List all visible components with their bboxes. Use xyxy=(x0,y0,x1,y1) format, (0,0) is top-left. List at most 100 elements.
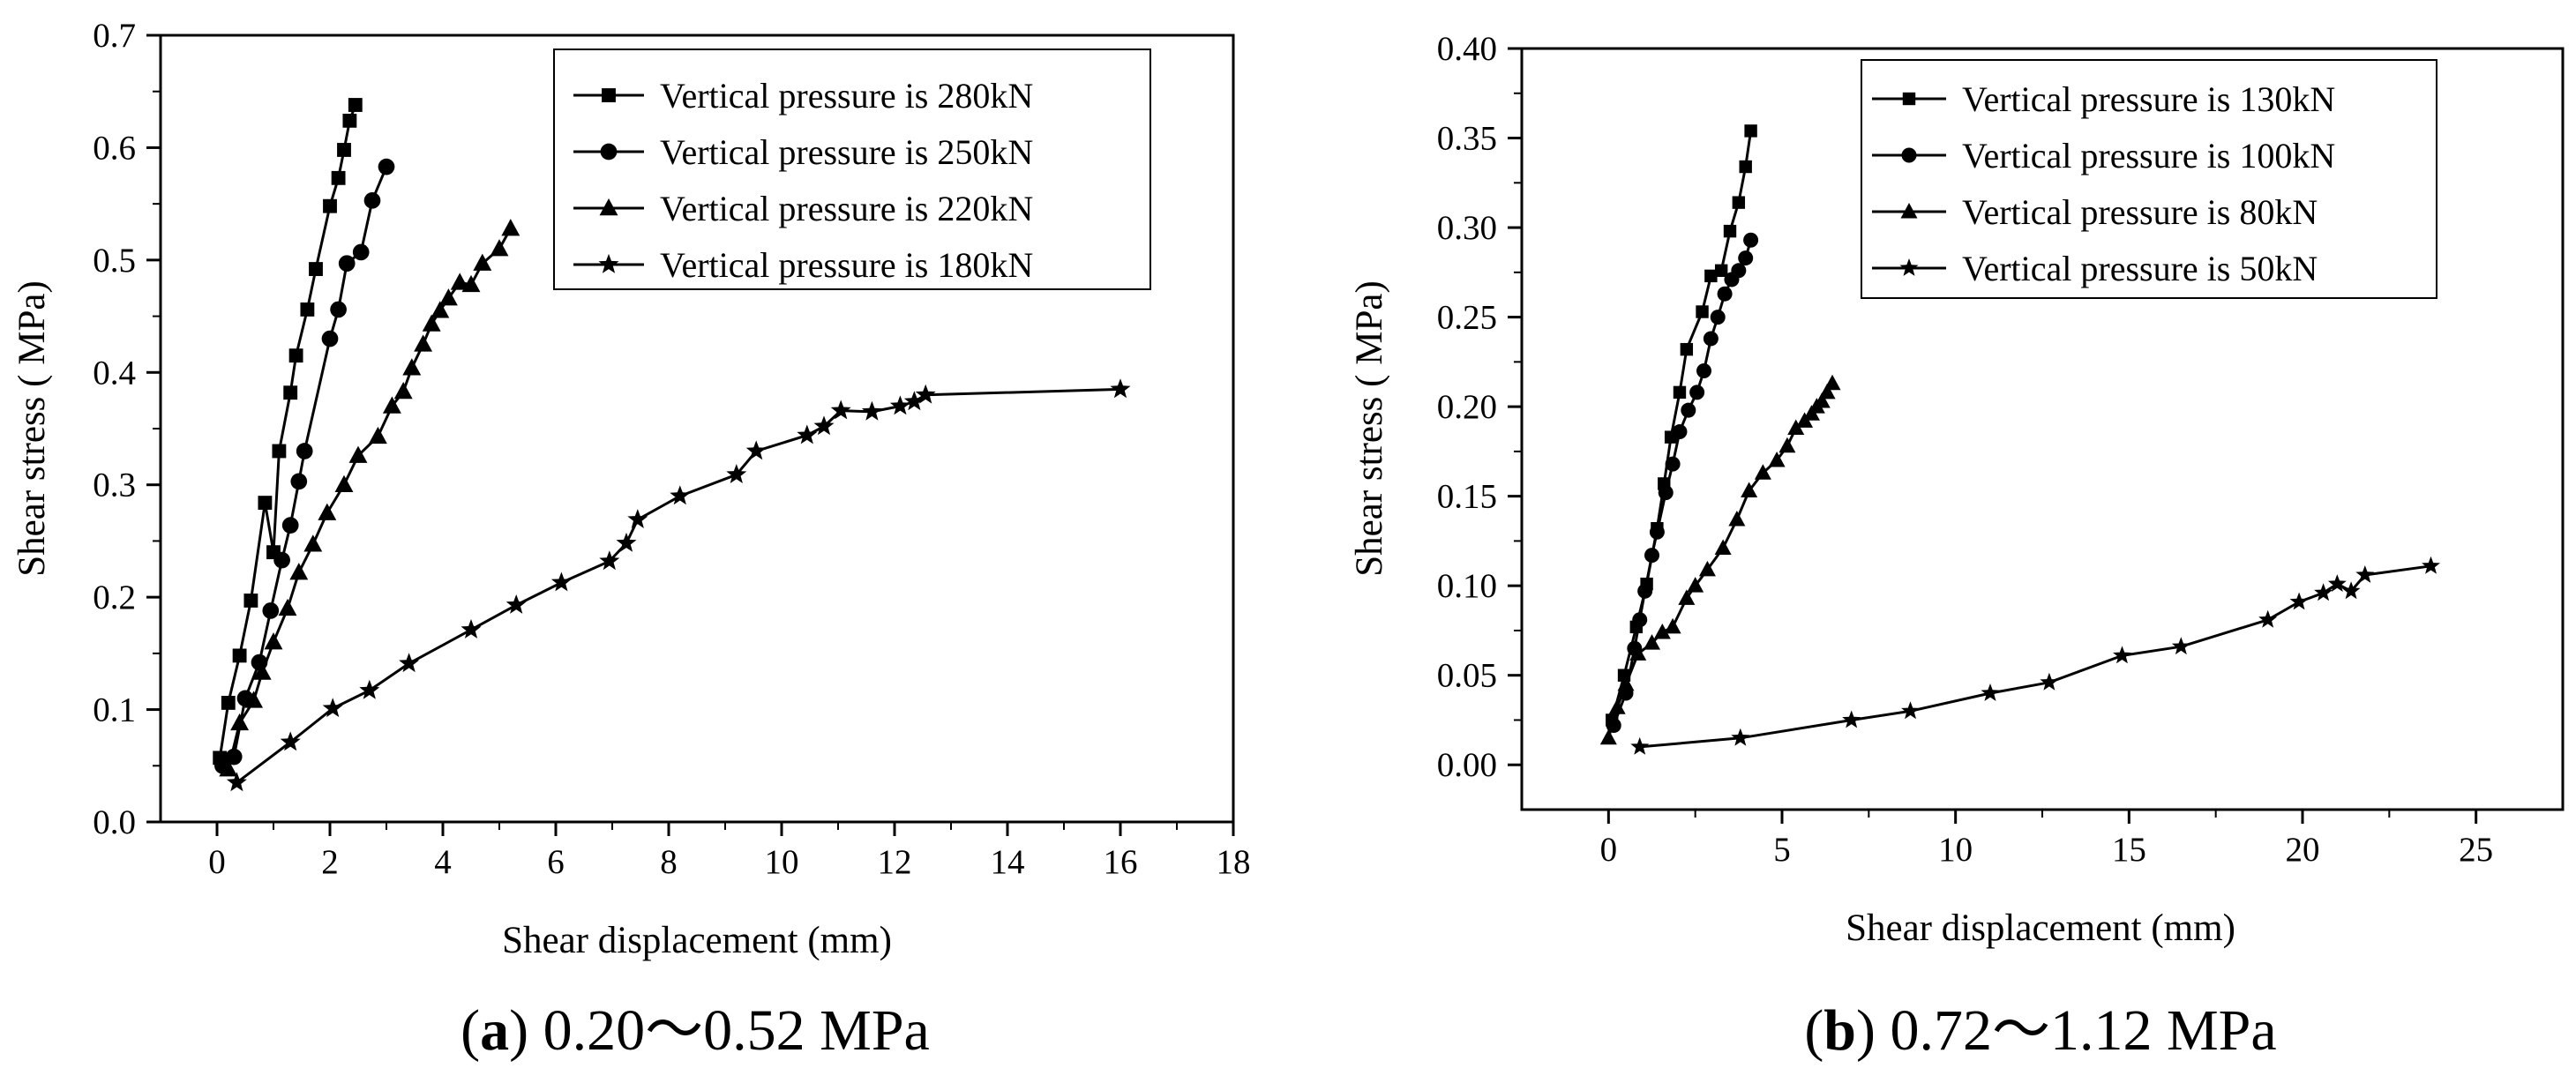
data-point-square xyxy=(309,262,323,276)
data-point-circle xyxy=(378,158,395,176)
data-point-circle xyxy=(1717,286,1733,302)
data-point-triangle xyxy=(473,253,492,271)
data-point-star xyxy=(1901,701,1920,720)
y-axis-title-a: Shear stress ( MPa) xyxy=(11,280,53,577)
data-point-square xyxy=(283,385,298,400)
data-point-triangle xyxy=(348,445,368,463)
data-point-star xyxy=(1110,378,1131,399)
data-point-square xyxy=(1704,269,1718,283)
chart-panel-a: 0 2 4 6 8 10 12 14 16 180.00.10.20.30.40.50.60.7 … xyxy=(11,17,1251,1063)
data-point-triangle xyxy=(1644,634,1660,650)
data-point-circle xyxy=(330,301,347,318)
data-point-triangle xyxy=(1823,374,1841,391)
data-point-triangle xyxy=(1778,437,1796,453)
legend-marker-circle xyxy=(1901,147,1917,163)
legend-marker-circle xyxy=(600,143,618,161)
data-point-triangle xyxy=(1768,452,1786,467)
data-point-circle xyxy=(296,443,313,459)
y-axis-title-b: Shear stress ( MPa) xyxy=(1349,280,1390,577)
y-tick-label: 0.35 xyxy=(1437,120,1497,158)
legend-label: Vertical pressure is 100kN xyxy=(1962,136,2335,176)
data-point-star xyxy=(2327,574,2347,592)
x-tick-label: 25 xyxy=(2459,831,2493,869)
data-point-triangle xyxy=(450,273,469,290)
x-tick-label: 16 xyxy=(1104,843,1138,881)
x-tick-label: 0 xyxy=(208,843,226,881)
data-point-star xyxy=(359,679,380,699)
data-point-circle xyxy=(1658,485,1674,501)
legend-marker-square xyxy=(602,88,616,102)
data-point-circle xyxy=(1738,250,1754,266)
data-point-circle xyxy=(1649,524,1665,540)
legend-b: Vertical pressure is 130kN Vertical press… xyxy=(1861,59,2437,299)
data-point-triangle xyxy=(1617,675,1635,691)
data-point-triangle xyxy=(289,563,309,580)
data-point-star xyxy=(505,594,527,614)
data-point-triangle xyxy=(1818,383,1836,400)
data-point-triangle xyxy=(303,534,323,552)
data-point-circle xyxy=(1672,424,1688,440)
data-point-triangle xyxy=(1687,577,1704,593)
legend-label: Vertical pressure is 250kN xyxy=(660,132,1033,172)
data-point-star xyxy=(1981,683,2000,701)
data-point-circle xyxy=(1681,402,1696,418)
data-point-star xyxy=(599,550,620,571)
caption-b-text: 0.72～1.12 MPa xyxy=(1891,998,2277,1063)
legend-marker-square xyxy=(1902,92,1916,106)
x-axis-title-b: Shear displacement (mm) xyxy=(1846,907,2235,949)
data-point-star xyxy=(616,532,637,552)
data-point-triangle xyxy=(1629,645,1647,661)
data-point-circle xyxy=(1637,583,1653,599)
data-point-star xyxy=(813,415,835,436)
data-point-circle xyxy=(1743,232,1759,248)
data-point-square xyxy=(348,98,363,112)
legend-label: Vertical pressure is 220kN xyxy=(660,189,1033,228)
data-point-triangle xyxy=(1741,482,1758,498)
data-point-star xyxy=(2258,609,2278,628)
data-point-circle xyxy=(363,191,381,209)
data-point-star xyxy=(280,731,301,751)
data-point-square xyxy=(323,198,337,213)
data-point-star xyxy=(903,391,925,411)
x-tick-label: 5 xyxy=(1773,831,1791,869)
y-tick-label: 0.00 xyxy=(1437,746,1497,784)
y-tick-label: 0.40 xyxy=(1437,30,1497,68)
legend-marker-star xyxy=(598,253,619,273)
data-point-star xyxy=(2289,592,2309,610)
data-point-triangle xyxy=(1714,539,1732,556)
data-point-triangle xyxy=(402,358,422,376)
legend-label: Vertical pressure is 280kN xyxy=(660,76,1033,116)
caption-a-text: 0.20～0.52 MPa xyxy=(543,998,930,1063)
x-tick-label: 8 xyxy=(660,843,678,881)
data-point-circle xyxy=(1644,548,1659,564)
y-tick-label: 0.6 xyxy=(93,129,136,167)
data-point-circle xyxy=(352,243,370,261)
data-point-square xyxy=(1732,196,1746,209)
data-point-triangle xyxy=(1698,560,1716,577)
y-tick-label: 0.05 xyxy=(1437,657,1497,695)
data-point-triangle xyxy=(438,288,458,306)
x-tick-label: 12 xyxy=(878,843,912,881)
data-point-triangle xyxy=(368,426,387,444)
data-point-square xyxy=(221,696,236,710)
data-point-triangle xyxy=(1787,419,1805,435)
legend-marker-triangle xyxy=(599,198,618,216)
data-point-square xyxy=(1680,342,1694,356)
data-point-triangle xyxy=(1813,392,1831,408)
data-point-star xyxy=(2314,583,2333,601)
data-point-square xyxy=(1714,264,1728,277)
x-tick-label: 10 xyxy=(1938,831,1973,869)
data-point-circle xyxy=(338,255,356,273)
data-point-triangle xyxy=(244,691,264,708)
chart-panel-b: 0 5 10 15 20 25 0.00 0.05 0.10 0.15 0.20 0.25 0.30 0.… xyxy=(1349,30,2565,1063)
data-point-star xyxy=(2113,646,2131,664)
data-point-star xyxy=(797,424,818,444)
x-tick-label: 14 xyxy=(991,843,1025,881)
series-line-triangle xyxy=(1606,382,1834,739)
data-point-circle xyxy=(1696,363,1711,379)
data-point-square xyxy=(1744,124,1757,138)
data-point-circle xyxy=(1703,331,1719,347)
data-point-star xyxy=(627,509,648,528)
data-point-square xyxy=(1739,160,1752,174)
data-point-triangle xyxy=(393,381,413,400)
